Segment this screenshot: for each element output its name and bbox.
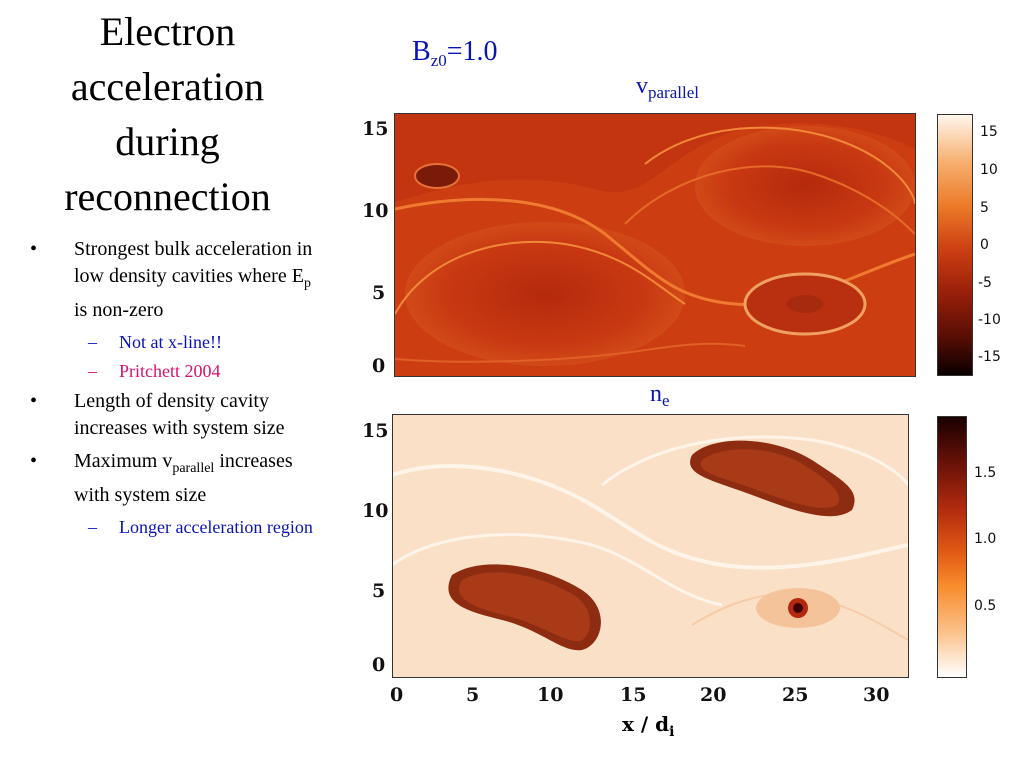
ne-label: ne bbox=[650, 381, 670, 411]
colorbar-tick: 1.5 bbox=[974, 465, 997, 481]
bullet-marker: • bbox=[30, 238, 38, 260]
bullet-item: • Length of density cavity increases wit… bbox=[30, 388, 315, 442]
bullet-text: Length of density cavity increases with … bbox=[74, 390, 285, 439]
vparallel-sub: parallel bbox=[648, 83, 699, 102]
ne-sub: e bbox=[662, 391, 670, 410]
bullet-tail: is non-zero bbox=[74, 299, 164, 321]
colorbar-tick: 1.0 bbox=[974, 531, 997, 547]
bz-sub: z0 bbox=[430, 51, 447, 70]
bullet-sub: parallel bbox=[172, 461, 215, 476]
vparallel-colorbar bbox=[937, 114, 973, 376]
vparallel-label: vparallel bbox=[636, 73, 699, 103]
x-axis-label-main: x / d bbox=[622, 712, 670, 736]
title-line: acceleration bbox=[70, 64, 265, 109]
sub-bullet-text: Pritchett 2004 bbox=[119, 361, 221, 381]
bullet-list: • Strongest bulk acceleration in low den… bbox=[30, 236, 315, 544]
x-tick-label: 5 bbox=[466, 684, 480, 706]
bullet-marker: • bbox=[30, 450, 38, 472]
bullet-tail: increases with system size bbox=[74, 450, 293, 506]
bullet-sub: p bbox=[303, 276, 311, 291]
y-tick-label: 10 bbox=[362, 200, 389, 222]
colorbar-tick: 5 bbox=[980, 200, 989, 216]
dash-marker: – bbox=[88, 517, 97, 537]
dash-marker: – bbox=[88, 332, 97, 352]
colorbar-tick: -15 bbox=[978, 349, 1001, 365]
y-tick-label: 15 bbox=[362, 420, 389, 442]
bullet-text: Strongest bulk acceleration in low densi… bbox=[74, 238, 313, 287]
y-tick-label: 0 bbox=[372, 654, 386, 676]
x-tick-label: 25 bbox=[782, 684, 809, 706]
colorbar-tick: 10 bbox=[980, 162, 998, 178]
ne-colorbar bbox=[937, 416, 967, 678]
colorbar-tick: 0 bbox=[980, 237, 989, 253]
title-line: Electron bbox=[99, 9, 236, 54]
ne-main: n bbox=[650, 381, 662, 407]
vparallel-frame bbox=[394, 113, 916, 377]
slide-title: Electron acceleration during reconnectio… bbox=[20, 4, 315, 224]
x-tick-label: 30 bbox=[863, 684, 890, 706]
title-line: during bbox=[115, 119, 220, 164]
bz-tail: =1.0 bbox=[446, 36, 498, 67]
bz-label: Bz0=1.0 bbox=[412, 36, 498, 71]
dash-marker: – bbox=[88, 361, 97, 381]
x-axis-label-sub: i bbox=[669, 724, 675, 740]
title-line: reconnection bbox=[64, 174, 271, 219]
sub-bullet-item: – Not at x-line!! bbox=[30, 330, 315, 355]
x-tick-label: 20 bbox=[700, 684, 727, 706]
y-tick-label: 15 bbox=[362, 118, 389, 140]
colorbar-tick: -10 bbox=[978, 312, 1001, 328]
x-tick-label: 15 bbox=[620, 684, 647, 706]
sub-bullet-item: – Longer acceleration region bbox=[30, 515, 315, 540]
x-axis-label: x / di bbox=[622, 712, 674, 740]
y-tick-label: 0 bbox=[372, 355, 386, 377]
colorbar-tick: -5 bbox=[978, 275, 992, 291]
x-tick-label: 10 bbox=[537, 684, 564, 706]
sub-bullet-text: Longer acceleration region bbox=[119, 517, 313, 537]
bullet-item: • Strongest bulk acceleration in low den… bbox=[30, 236, 315, 324]
x-tick-label: 0 bbox=[390, 684, 404, 706]
vparallel-plot bbox=[395, 114, 915, 376]
y-tick-label: 5 bbox=[372, 282, 386, 304]
ne-plot bbox=[392, 415, 908, 677]
bullet-item: • Maximum vparallel increases with syste… bbox=[30, 448, 315, 509]
bullet-marker: • bbox=[30, 390, 38, 412]
bz-main: B bbox=[412, 36, 431, 67]
colorbar-tick: 0.5 bbox=[974, 598, 997, 614]
y-tick-label: 5 bbox=[372, 580, 386, 602]
sub-bullet-text: Not at x-line!! bbox=[119, 332, 222, 352]
colorbar-tick: 15 bbox=[980, 124, 998, 140]
sub-bullet-item: – Pritchett 2004 bbox=[30, 359, 315, 384]
y-tick-label: 10 bbox=[362, 500, 389, 522]
vparallel-main: v bbox=[636, 73, 648, 99]
bullet-text: Maximum v bbox=[74, 450, 173, 472]
ne-frame bbox=[392, 414, 909, 678]
